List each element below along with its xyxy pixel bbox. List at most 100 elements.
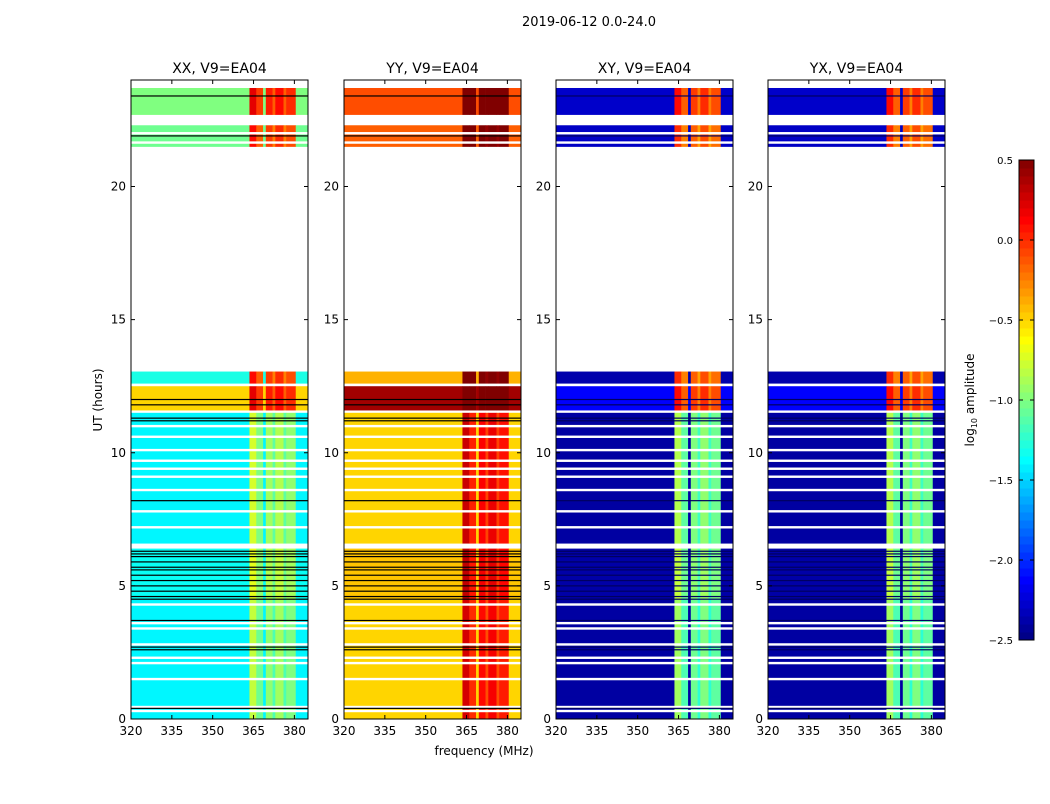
- x-tick-label: 335: [373, 724, 396, 738]
- colorbar-tick-label: −2.0: [989, 556, 1013, 567]
- heatmap-cell: [286, 371, 297, 384]
- heatmap-cell: [720, 412, 734, 544]
- heatmap-cell: [902, 412, 910, 544]
- x-tick-label: 365: [455, 724, 478, 738]
- x-tick-label: 380: [283, 724, 306, 738]
- heatmap-cell: [265, 386, 273, 411]
- heatmap-cell: [263, 548, 267, 600]
- flagged-row: [131, 132, 308, 135]
- x-tick-label: 350: [201, 724, 224, 738]
- colorbar-segment: [1019, 352, 1034, 361]
- colorbar-segment: [1019, 600, 1034, 609]
- colorbar-segment: [1019, 184, 1034, 193]
- heatmap-cell: [283, 371, 287, 384]
- dark-row: [344, 569, 521, 571]
- dark-row: [768, 619, 945, 622]
- heatmap-cell: [263, 412, 267, 544]
- dark-row: [768, 590, 945, 592]
- y-tick-label: 5: [543, 579, 551, 593]
- flagged-row: [768, 643, 945, 646]
- dark-row: [768, 646, 945, 648]
- flagged-row: [344, 488, 521, 492]
- flagged-row: [344, 459, 521, 462]
- heatmap-cell: [283, 548, 287, 600]
- heatmap-cell: [476, 599, 480, 720]
- y-tick-label: 20: [111, 180, 126, 194]
- heatmap-cell: [688, 548, 692, 600]
- dark-row: [131, 595, 308, 598]
- x-tick-label: 350: [838, 724, 861, 738]
- flagged-row: [344, 475, 521, 478]
- flagged-row: [131, 526, 308, 529]
- flagged-row: [768, 488, 945, 492]
- heatmap-cell: [469, 548, 477, 600]
- flagged-row: [131, 475, 308, 478]
- dark-row: [556, 135, 733, 137]
- heatmap-cell: [893, 386, 901, 411]
- heatmap-cell: [681, 599, 689, 720]
- dark-row: [556, 579, 733, 582]
- heatmap-cell: [462, 599, 470, 720]
- colorbar-segment: [1019, 552, 1034, 561]
- heatmap-cell: [674, 412, 682, 544]
- flagged-row: [131, 435, 308, 438]
- dark-row: [768, 555, 945, 558]
- heatmap-cell: [462, 371, 470, 384]
- flagged-row: [768, 544, 945, 548]
- dark-row: [768, 550, 945, 552]
- heatmap-cell: [902, 599, 910, 720]
- dark-row: [131, 95, 308, 97]
- heatmap-cell: [344, 386, 463, 411]
- x-tick-label: 365: [667, 724, 690, 738]
- heatmap-cell: [265, 599, 273, 720]
- y-tick-label: 15: [111, 313, 126, 327]
- x-axis-label: frequency (MHz): [434, 744, 533, 758]
- heatmap-cell: [344, 371, 463, 384]
- panel-title: XY, V9=EA04: [598, 61, 692, 77]
- dark-row: [131, 398, 308, 401]
- flagged-row: [344, 141, 521, 144]
- heatmap-cell: [886, 548, 894, 600]
- heatmap-cell: [265, 371, 273, 384]
- colorbar-segment: [1019, 432, 1034, 441]
- y-tick-label: 5: [755, 579, 763, 593]
- heatmap-cell: [690, 599, 698, 720]
- heatmap-cell: [923, 87, 934, 115]
- colorbar-segment: [1019, 416, 1034, 425]
- heatmap-cell: [708, 386, 712, 411]
- heatmap-cell: [932, 87, 946, 115]
- heatmap-cell: [923, 386, 934, 411]
- dark-row: [556, 569, 733, 571]
- flagged-row: [768, 141, 945, 144]
- dark-row: [556, 595, 733, 598]
- dark-row: [768, 569, 945, 571]
- flagged-row: [556, 459, 733, 462]
- colorbar-segment: [1019, 232, 1034, 241]
- x-tick-label: 335: [797, 724, 820, 738]
- colorbar-segment: [1019, 560, 1034, 569]
- heatmap-cell: [932, 412, 946, 544]
- x-tick-label: 320: [757, 724, 780, 738]
- dark-row: [131, 707, 308, 709]
- dark-row: [131, 649, 308, 651]
- heatmap-cell: [131, 412, 250, 544]
- heatmap-cell: [256, 412, 264, 544]
- flagged-row: [344, 448, 521, 452]
- dark-row: [768, 561, 945, 563]
- dark-row: [556, 707, 733, 709]
- flagged-row: [344, 603, 521, 606]
- heatmap-cell: [275, 548, 284, 600]
- colorbar-tick-label: 0.5: [997, 156, 1013, 167]
- colorbar-segment: [1019, 376, 1034, 385]
- heatmap-cell: [556, 87, 675, 115]
- colorbar-tick-label: −2.5: [989, 636, 1013, 647]
- heatmap-cell: [688, 599, 692, 720]
- heatmap-cell: [768, 371, 887, 384]
- flagged-row: [768, 661, 945, 665]
- colorbar-segment: [1019, 312, 1034, 321]
- colorbar-segment: [1019, 520, 1034, 529]
- flagged-row: [131, 383, 308, 387]
- colorbar-segment: [1019, 464, 1034, 473]
- heatmap-cell: [499, 599, 510, 720]
- heatmap-cell: [508, 412, 522, 544]
